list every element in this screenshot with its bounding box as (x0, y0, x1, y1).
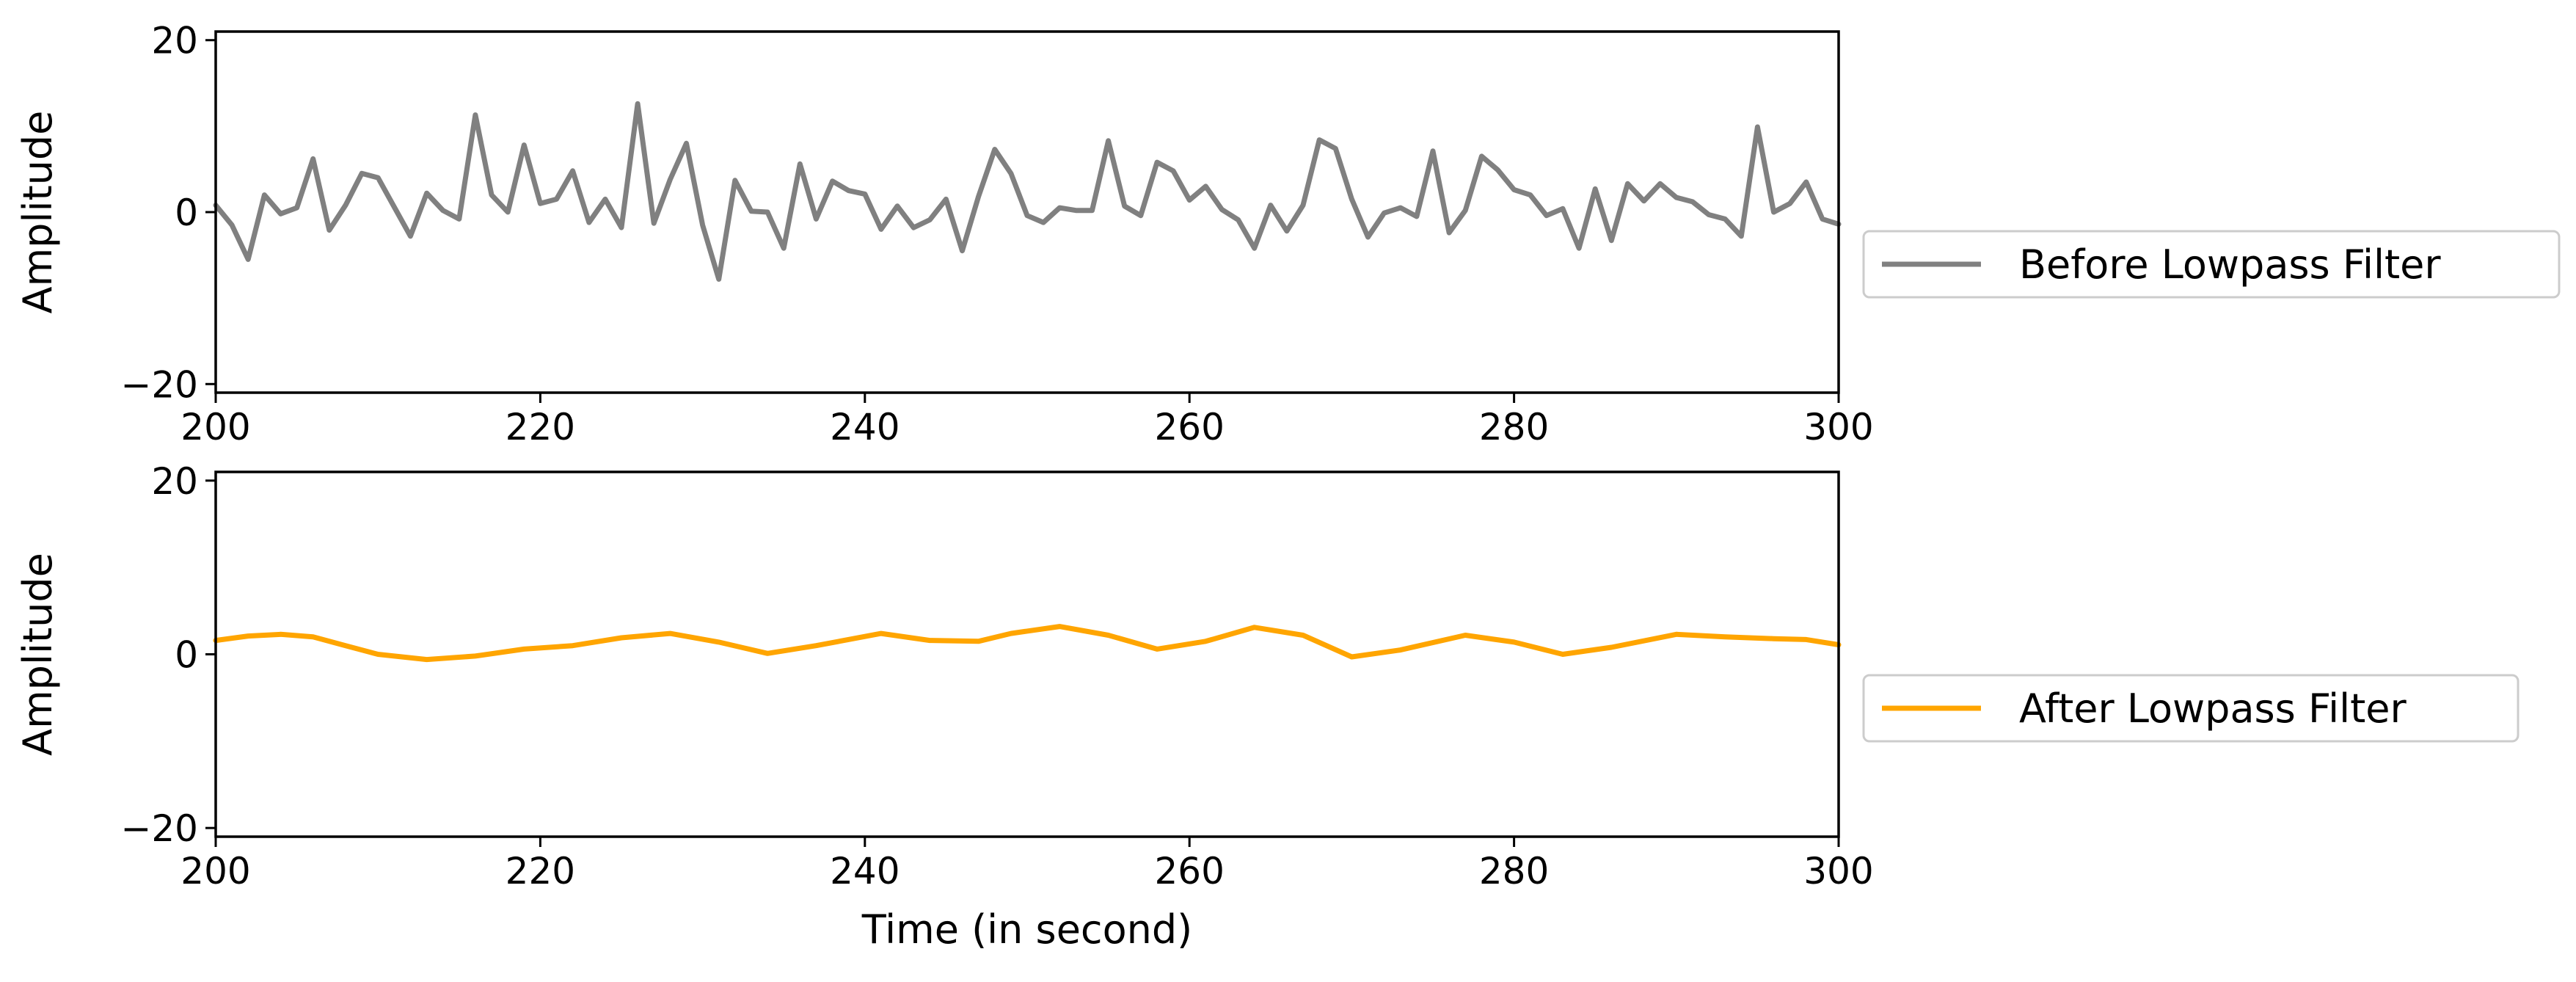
x-tick-label: 200 (180, 850, 250, 892)
y-tick-label: 20 (151, 460, 198, 503)
legend: Before Lowpass Filter (1862, 230, 2561, 299)
legend-box (1862, 674, 2520, 743)
x-tick-label: 260 (1154, 850, 1224, 892)
legend-label: After Lowpass Filter (2019, 685, 2407, 732)
plot-frame (214, 470, 1840, 838)
series-line-1 (213, 101, 1842, 282)
y-tick-label: −20 (120, 807, 198, 850)
y-tick-label: 20 (151, 20, 198, 62)
x-tick-label: 260 (1154, 406, 1224, 448)
x-tick-label: 300 (1803, 406, 1873, 448)
x-tick-label: 240 (830, 406, 900, 448)
x-tick-label: 300 (1803, 850, 1873, 892)
legend-box (1862, 230, 2561, 299)
x-tick-label: 220 (506, 850, 575, 892)
x-tick-label: 240 (830, 850, 900, 892)
series-line-1 (213, 624, 1842, 663)
x-tick-label: 280 (1479, 850, 1549, 892)
x-tick-label: 200 (180, 406, 250, 448)
y-tick-label: 0 (175, 634, 198, 677)
y-tick-label: 0 (175, 192, 198, 234)
y-tick-label: −20 (120, 363, 198, 406)
legend-label: Before Lowpass Filter (2019, 241, 2441, 288)
x-tick-label: 220 (506, 406, 575, 448)
y-axis-label: Amplitude (15, 111, 61, 314)
x-axis-label: Time (in second) (861, 906, 1192, 953)
y-axis-label: Amplitude (15, 553, 61, 756)
x-tick-label: 280 (1479, 406, 1549, 448)
legend: After Lowpass Filter (1862, 674, 2520, 743)
